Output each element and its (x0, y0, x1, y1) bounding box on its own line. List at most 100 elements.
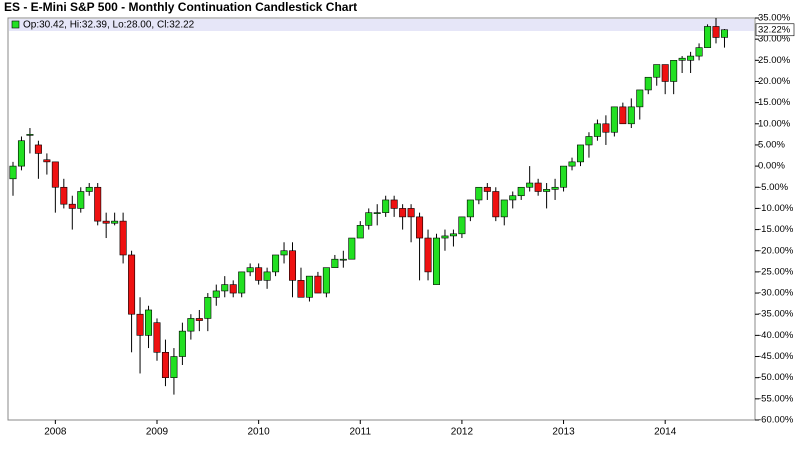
candle-body (356, 225, 364, 239)
y-tick-label: -20.00% (758, 245, 794, 256)
y-tick-label: 15.00% (758, 97, 791, 108)
candle-body (94, 186, 102, 222)
y-tick-label: -15.00% (758, 224, 794, 235)
candle-body (9, 165, 17, 180)
candle-body (416, 216, 424, 239)
legend-icon (11, 20, 20, 29)
candle-body (297, 280, 305, 298)
candle-body (221, 284, 229, 292)
candle-body (43, 159, 51, 163)
candle-body (407, 208, 415, 218)
candle-body (543, 189, 551, 192)
candle-body (534, 182, 542, 192)
candle-body (161, 351, 169, 378)
candle-body (644, 76, 652, 91)
candle-body (653, 64, 661, 78)
candle-body (449, 233, 457, 237)
x-tick-label: 2011 (350, 427, 372, 438)
candle-body (720, 29, 728, 38)
legend-text: Op:30.42, Hi:32.39, Lo:28.00, Cl:32.22 (23, 20, 195, 31)
y-tick-label: -25.00% (758, 266, 794, 277)
candle-body (712, 26, 720, 38)
x-tick-label: 2008 (44, 427, 67, 438)
x-tick-label: 2012 (451, 427, 474, 438)
candle-body (339, 258, 347, 261)
y-tick-label: -10.00% (758, 203, 794, 214)
candle-body (593, 123, 601, 137)
candle-body (458, 216, 466, 235)
candle-body (331, 258, 339, 268)
candle-body (661, 64, 669, 82)
candle-body (560, 165, 568, 188)
candle-body (695, 47, 703, 57)
y-tick-label: 5.00% (758, 139, 785, 150)
candle-body (60, 186, 68, 205)
candle-body (212, 290, 220, 298)
y-tick-label: -35.00% (758, 309, 794, 320)
x-tick-label: 2009 (146, 427, 169, 438)
x-tick-label: 2013 (552, 427, 575, 438)
candle-body (424, 237, 432, 273)
candle-body (111, 220, 119, 224)
candle-body (492, 191, 500, 218)
legend-band (9, 19, 754, 31)
candle-body (509, 195, 517, 201)
candle-body (263, 271, 271, 281)
y-tick-label: 0.00% (758, 161, 785, 172)
candle-body (26, 134, 34, 136)
candle-body (619, 106, 627, 125)
candle-body (466, 199, 474, 218)
candle-body (238, 271, 246, 294)
candle-body (399, 208, 407, 218)
y-tick-label: 30.00% (758, 34, 791, 45)
candle-body (526, 182, 534, 188)
y-tick-label: 35.00% (758, 13, 791, 24)
candle-body (246, 267, 254, 273)
candle-body (255, 267, 263, 281)
candle-body (145, 309, 153, 336)
y-tick-label: -55.00% (758, 393, 794, 404)
candle-body (322, 267, 330, 294)
candle-body (500, 199, 508, 218)
candle-body (678, 57, 686, 61)
candle-body (517, 186, 525, 197)
candle-body (272, 254, 280, 273)
candle-body (280, 250, 288, 256)
y-tick-label: 25.00% (758, 55, 791, 66)
candle-body (68, 203, 76, 209)
candle-body (153, 322, 161, 353)
candle-body (178, 330, 186, 357)
candle-body (77, 191, 85, 209)
candle-body (390, 199, 398, 209)
candle-body (365, 212, 373, 226)
candle-body (568, 161, 576, 167)
candle-body (119, 220, 127, 256)
candle-body (610, 106, 618, 133)
candle-body (483, 186, 491, 192)
candle-body (170, 356, 178, 378)
plot-area (7, 17, 756, 421)
candle-body (195, 318, 203, 321)
candle-body (602, 123, 610, 133)
y-tick-label: -40.00% (758, 330, 794, 341)
candle-body (314, 275, 322, 294)
candle-body (704, 26, 712, 48)
candle-body (585, 136, 593, 146)
candle-body (305, 275, 313, 298)
candle-body (687, 55, 695, 61)
candle-body (348, 237, 356, 260)
candle-body (432, 237, 440, 285)
candle-body (382, 199, 390, 213)
candle-body (17, 140, 25, 167)
candle-body (289, 250, 297, 281)
candle-body (136, 313, 144, 336)
candle-body (441, 235, 449, 239)
candle-body (204, 296, 212, 319)
candle-body (51, 161, 59, 188)
y-tick-label: -5.00% (758, 182, 789, 193)
x-tick-label: 2014 (654, 427, 677, 438)
candle-body (475, 186, 483, 201)
candle-body (373, 212, 381, 214)
candle-body (102, 220, 110, 224)
